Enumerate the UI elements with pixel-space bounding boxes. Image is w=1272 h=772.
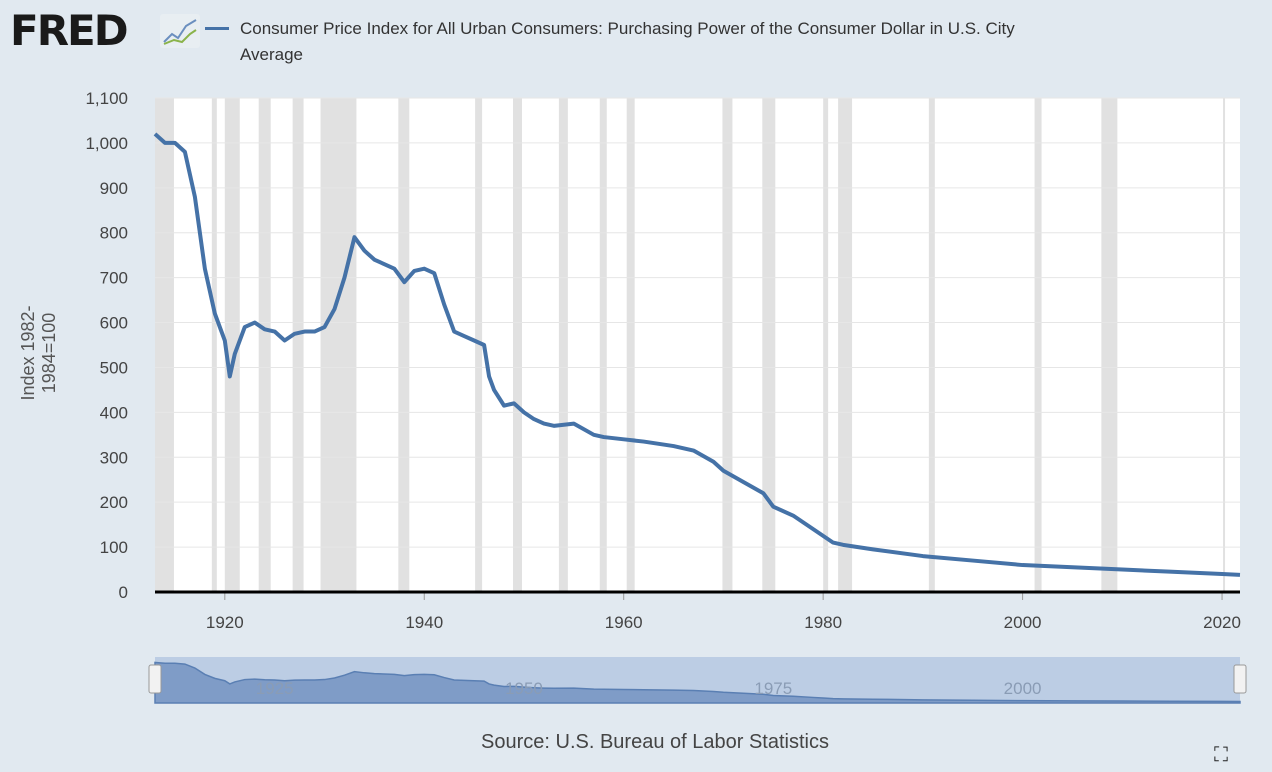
- recession-band: [762, 98, 776, 592]
- recession-band: [320, 98, 357, 592]
- x-tick-label: 1980: [804, 613, 842, 632]
- recession-band: [558, 98, 568, 592]
- y-tick-label: 900: [100, 179, 128, 198]
- legend-series-line: [205, 27, 229, 30]
- fullscreen-icon[interactable]: ⛶: [1214, 744, 1228, 766]
- y-tick-label: 800: [100, 224, 128, 243]
- fred-logo-graph-icon: [160, 14, 200, 48]
- x-tick-label: 2000: [1004, 613, 1042, 632]
- recession-band: [1101, 98, 1118, 592]
- y-tick-label: 300: [100, 448, 128, 467]
- y-tick-label: 700: [100, 269, 128, 288]
- navigator-handle-left[interactable]: [148, 664, 162, 694]
- recession-band: [258, 98, 271, 592]
- source-note: Source: U.S. Bureau of Labor Statistics: [481, 731, 829, 753]
- fred-logo[interactable]: FRED: [10, 6, 129, 55]
- recession-band: [928, 98, 935, 592]
- y-tick-label: 1,000: [85, 134, 128, 153]
- navigator-tick-label: 2000: [1004, 679, 1042, 698]
- navigator-handle-right[interactable]: [1233, 664, 1247, 694]
- navigator-tick-label: 1925: [256, 679, 294, 698]
- x-tick-label: 1920: [206, 613, 244, 632]
- y-tick-label: 100: [100, 538, 128, 557]
- y-tick-label: 1,100: [85, 89, 128, 108]
- recession-band: [513, 98, 522, 592]
- recession-band: [823, 98, 829, 592]
- x-tick-label: 1960: [605, 613, 643, 632]
- recession-band: [292, 98, 304, 592]
- navigator-tick-label: 1950: [505, 679, 543, 698]
- y-tick-label: 500: [100, 358, 128, 377]
- y-tick-label: 600: [100, 314, 128, 333]
- recession-band: [722, 98, 733, 592]
- y-tick-label: 200: [100, 493, 128, 512]
- recession-band: [155, 98, 174, 592]
- recession-band: [1034, 98, 1042, 592]
- recession-band: [398, 98, 410, 592]
- x-tick-label: 2020: [1203, 613, 1241, 632]
- y-tick-label: 400: [100, 403, 128, 422]
- navigator-series: [154, 661, 1241, 704]
- recession-band: [475, 98, 483, 592]
- plot-area: [155, 98, 1240, 592]
- x-tick-label: 1940: [405, 613, 443, 632]
- recession-band: [224, 98, 240, 592]
- series-line: [153, 132, 1241, 577]
- recession-band: [1223, 98, 1226, 592]
- recession-band: [626, 98, 635, 592]
- recession-band: [211, 98, 217, 592]
- y-tick-label: 0: [119, 583, 128, 602]
- navigator-tick-label: 1975: [754, 679, 792, 698]
- recession-band: [838, 98, 853, 592]
- recession-band: [599, 98, 607, 592]
- chart-title: Consumer Price Index for All Urban Consu…: [240, 19, 1015, 64]
